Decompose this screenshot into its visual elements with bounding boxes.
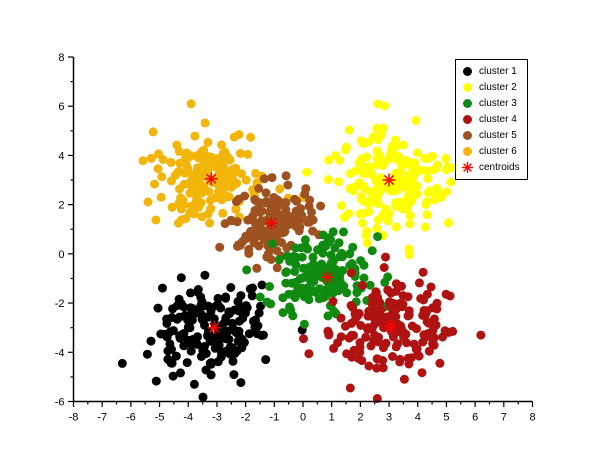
cluster-1-points: [117, 270, 307, 402]
cluster-4-points: [299, 252, 486, 403]
x-tick-label: 7: [501, 412, 507, 424]
x-tick-label: 8: [529, 412, 535, 424]
y-tick-label: 4: [58, 150, 64, 162]
cluster-color-dot: [463, 147, 472, 156]
legend-label: cluster 4: [479, 114, 517, 125]
x-tick-label: -8: [69, 412, 79, 424]
legend-dot-icon: [461, 113, 474, 126]
x-tick-label: 3: [386, 412, 392, 424]
x-tick-label: 6: [472, 412, 478, 424]
x-tick-label: -2: [241, 412, 251, 424]
centroid-marker: [382, 173, 396, 187]
legend-dot-icon: [461, 129, 474, 142]
legend-entry-centroids: centroids: [461, 160, 525, 175]
x-tick-label: 5: [443, 412, 449, 424]
legend-label: centroids: [479, 162, 520, 173]
x-tick-label: -6: [126, 412, 136, 424]
y-tick-label: -6: [55, 397, 65, 409]
tick-labels: -8 -7 -6 -5 -4 -3 -2 -1 0 1 2 3 4 5 6 7 8 -6 -4 -2 0 2 4 6 8: [55, 52, 536, 424]
x-tick-label: 2: [357, 412, 363, 424]
cluster-color-dot: [463, 131, 472, 140]
centroid-marker: [264, 216, 278, 230]
y-tick-label: 0: [58, 249, 64, 261]
y-tick-label: 8: [58, 52, 64, 64]
legend-label: cluster 3: [479, 98, 517, 109]
x-tick-label: 0: [300, 412, 306, 424]
legend-entry-cluster-3: cluster 3: [461, 96, 525, 111]
y-tick-label: 2: [58, 200, 64, 212]
legend-dot-icon: [461, 145, 474, 158]
x-tick-label: -4: [183, 412, 193, 424]
y-tick-label: -2: [55, 298, 65, 310]
legend-label: cluster 1: [479, 66, 517, 77]
cluster-color-dot: [463, 99, 472, 108]
cluster-color-dot: [463, 67, 472, 76]
tick-marks: [68, 56, 534, 407]
legend-entry-cluster-2: cluster 2: [461, 80, 525, 95]
x-tick-label: -7: [97, 412, 107, 424]
data-points: [117, 99, 486, 403]
x-tick-label: 1: [329, 412, 335, 424]
legend-entry-cluster-6: cluster 6: [461, 144, 525, 159]
x-tick-label: -5: [155, 412, 165, 424]
x-tick-label: -3: [212, 412, 222, 424]
centroid-marker: [320, 270, 334, 284]
legend-dot-icon: [461, 97, 474, 110]
legend-box[interactable]: cluster 1 cluster 2 cluster 3 cluster 4 clus…: [455, 59, 528, 180]
legend-entry-cluster-4: cluster 4: [461, 112, 525, 127]
legend-label: cluster 5: [479, 130, 517, 141]
y-tick-label: -4: [55, 347, 65, 359]
legend-label: cluster 6: [479, 146, 517, 157]
centroid-marker: [204, 172, 218, 186]
centroid-marker: [383, 319, 397, 333]
legend-label: cluster 2: [479, 82, 517, 93]
x-tick-label: 4: [415, 412, 421, 424]
cluster-color-dot: [463, 115, 472, 124]
cluster-color-dot: [463, 83, 472, 92]
legend-entry-cluster-1: cluster 1: [461, 64, 525, 79]
legend-dot-icon: [461, 65, 474, 78]
legend-entry-cluster-5: cluster 5: [461, 128, 525, 143]
cluster-6-points: [138, 99, 308, 228]
x-tick-label: -1: [269, 412, 279, 424]
legend-dot-icon: [461, 81, 474, 94]
centroid-marker: [207, 321, 221, 335]
centroids-layer: [204, 172, 397, 335]
centroid-asterisk-icon: [461, 161, 474, 174]
y-tick-label: 6: [58, 101, 64, 113]
